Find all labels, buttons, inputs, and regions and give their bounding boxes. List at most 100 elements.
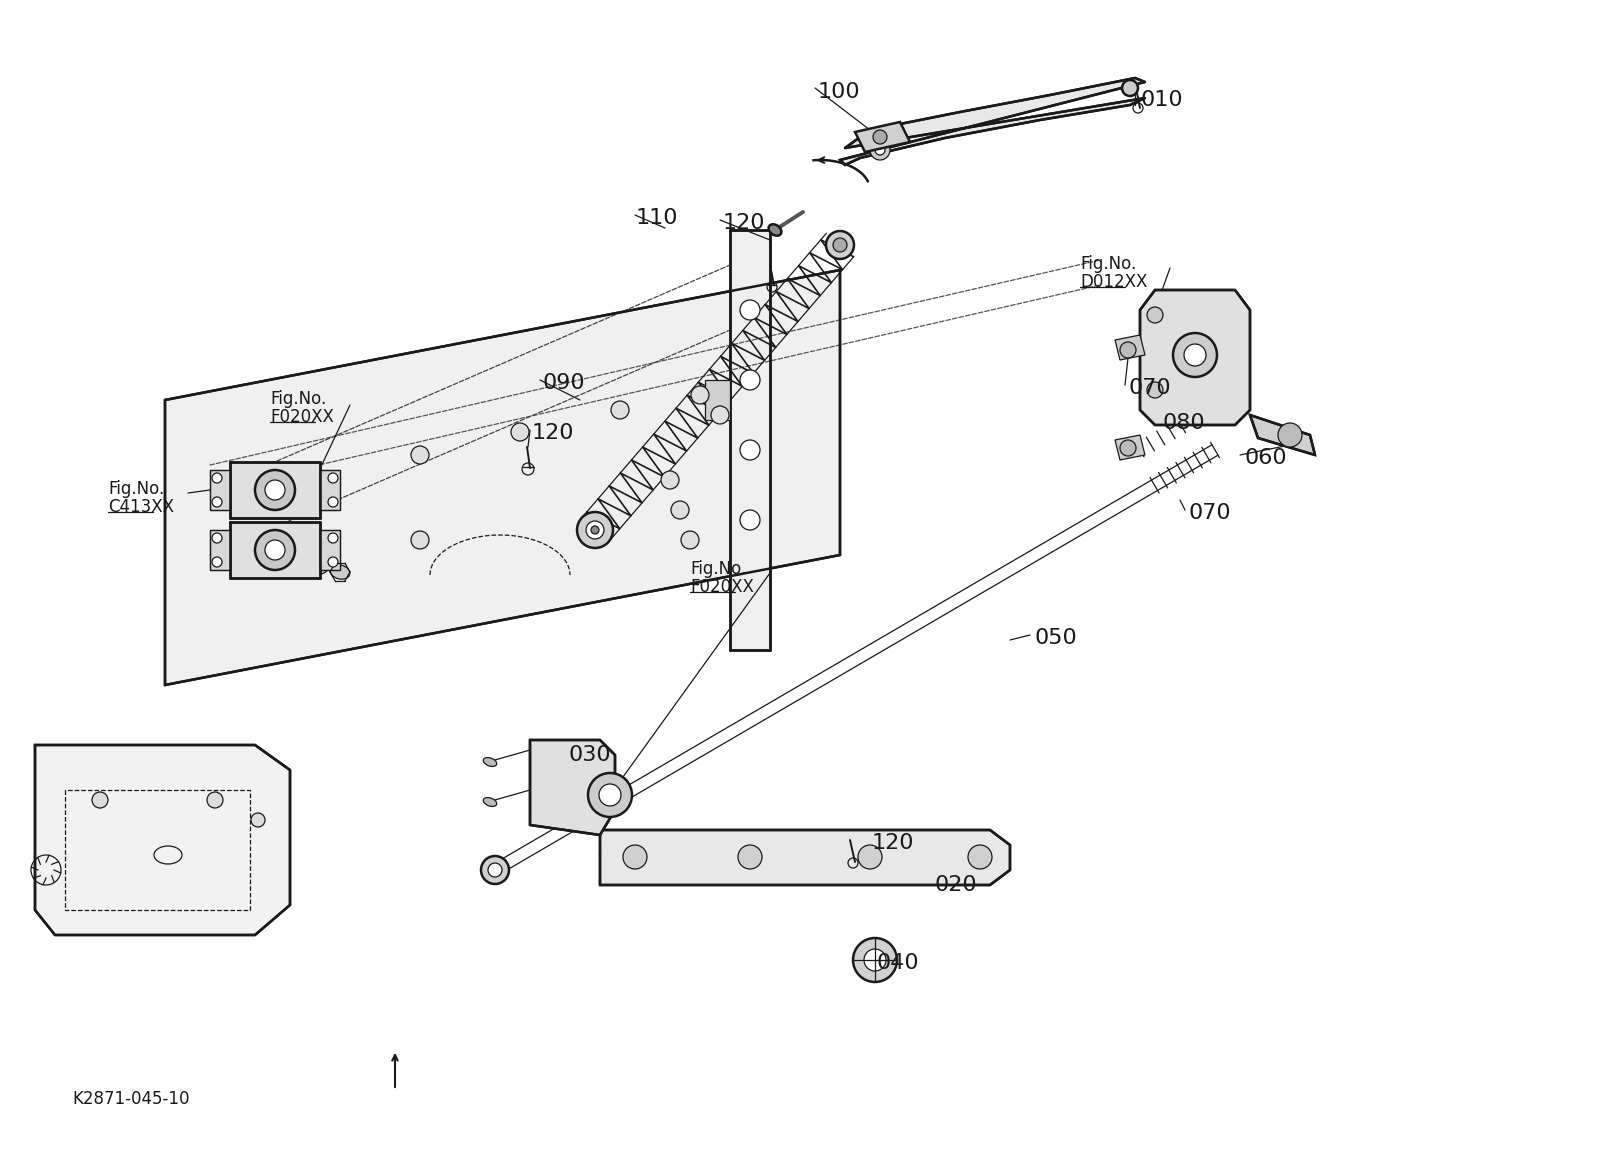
Circle shape — [1184, 344, 1206, 366]
Polygon shape — [210, 470, 230, 510]
Text: 030: 030 — [568, 745, 611, 765]
Circle shape — [211, 557, 222, 567]
Circle shape — [691, 385, 709, 404]
Text: Fig.No.: Fig.No. — [1080, 255, 1136, 273]
Circle shape — [578, 512, 613, 548]
Circle shape — [482, 856, 509, 884]
Circle shape — [1120, 440, 1136, 456]
Circle shape — [1120, 342, 1136, 358]
Circle shape — [310, 556, 330, 574]
Circle shape — [870, 140, 890, 160]
Circle shape — [1122, 80, 1138, 96]
Text: Fig.No.: Fig.No. — [270, 390, 326, 408]
Polygon shape — [230, 522, 320, 578]
Circle shape — [411, 531, 429, 549]
Text: 120: 120 — [531, 423, 574, 444]
Circle shape — [739, 370, 760, 390]
Circle shape — [328, 557, 338, 567]
Polygon shape — [1250, 414, 1315, 455]
Circle shape — [739, 440, 760, 460]
Circle shape — [328, 533, 338, 543]
Polygon shape — [230, 462, 320, 518]
Circle shape — [875, 145, 885, 156]
Polygon shape — [35, 745, 290, 935]
Text: 070: 070 — [1187, 503, 1230, 522]
Circle shape — [611, 401, 629, 419]
Circle shape — [266, 479, 285, 500]
Text: Fig.No.: Fig.No. — [109, 479, 165, 498]
Ellipse shape — [330, 564, 350, 579]
Circle shape — [211, 533, 222, 543]
Circle shape — [590, 526, 598, 534]
Circle shape — [874, 130, 886, 144]
Circle shape — [670, 502, 690, 519]
Circle shape — [834, 238, 846, 252]
Polygon shape — [320, 531, 339, 570]
Circle shape — [710, 406, 730, 424]
Text: Fig.No.: Fig.No. — [690, 560, 746, 578]
Polygon shape — [320, 470, 339, 510]
Circle shape — [488, 863, 502, 877]
Circle shape — [211, 497, 222, 507]
Circle shape — [206, 792, 222, 808]
Polygon shape — [840, 78, 1146, 165]
Ellipse shape — [483, 757, 496, 766]
Circle shape — [853, 938, 898, 982]
Polygon shape — [1115, 336, 1146, 360]
Text: 010: 010 — [1139, 91, 1182, 110]
Circle shape — [510, 423, 530, 441]
Text: D012XX: D012XX — [1080, 273, 1147, 291]
Circle shape — [661, 471, 678, 489]
Circle shape — [586, 521, 605, 539]
Polygon shape — [1139, 290, 1250, 425]
Circle shape — [251, 813, 266, 827]
Text: 090: 090 — [542, 373, 586, 394]
Text: 020: 020 — [934, 875, 978, 895]
Text: 080: 080 — [1163, 413, 1206, 433]
Circle shape — [739, 300, 760, 320]
Text: 120: 120 — [723, 212, 765, 233]
Text: C413XX: C413XX — [109, 498, 174, 515]
Circle shape — [826, 231, 854, 259]
Circle shape — [858, 845, 882, 868]
Circle shape — [1278, 423, 1302, 447]
Polygon shape — [210, 531, 230, 570]
Circle shape — [1147, 382, 1163, 398]
Circle shape — [968, 845, 992, 868]
Circle shape — [622, 845, 646, 868]
Circle shape — [864, 949, 886, 971]
Polygon shape — [600, 830, 1010, 885]
Polygon shape — [530, 740, 614, 835]
Circle shape — [211, 473, 222, 483]
Text: 070: 070 — [1128, 378, 1171, 398]
Polygon shape — [165, 271, 840, 685]
Text: 050: 050 — [1035, 628, 1078, 648]
Text: 100: 100 — [818, 82, 861, 102]
Ellipse shape — [768, 224, 781, 236]
Text: 040: 040 — [877, 953, 918, 973]
Text: K2871-045-10: K2871-045-10 — [72, 1090, 189, 1108]
Polygon shape — [706, 380, 730, 420]
Text: 060: 060 — [1245, 448, 1286, 468]
Polygon shape — [730, 230, 770, 650]
Ellipse shape — [483, 798, 496, 807]
Circle shape — [1173, 333, 1218, 377]
Circle shape — [310, 471, 330, 489]
Circle shape — [93, 792, 109, 808]
Text: 110: 110 — [637, 208, 678, 228]
Circle shape — [254, 470, 294, 510]
Circle shape — [266, 540, 285, 560]
Polygon shape — [854, 122, 910, 152]
Circle shape — [738, 845, 762, 868]
Text: F020XX: F020XX — [690, 578, 754, 596]
Circle shape — [328, 497, 338, 507]
Circle shape — [328, 473, 338, 483]
Circle shape — [739, 510, 760, 531]
Polygon shape — [1115, 435, 1146, 460]
Circle shape — [682, 531, 699, 549]
Circle shape — [254, 531, 294, 570]
Circle shape — [598, 784, 621, 806]
Text: F020XX: F020XX — [270, 408, 334, 426]
Circle shape — [411, 446, 429, 464]
Circle shape — [589, 773, 632, 817]
